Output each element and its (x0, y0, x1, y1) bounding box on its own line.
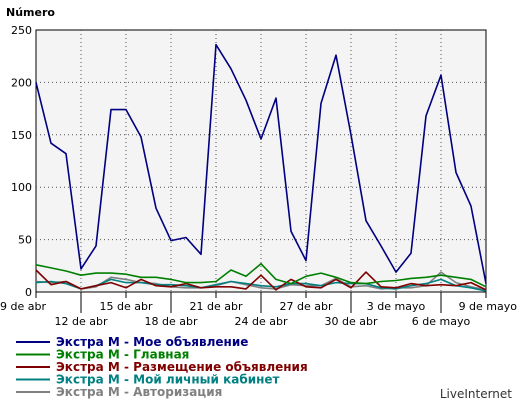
x-tick-label: 12 de abr (55, 315, 108, 328)
y-axis-title: Número (6, 6, 55, 19)
y-axis: 0 50 100 150 200 250 (11, 24, 32, 299)
x-tick-label: 6 de mayo (412, 315, 471, 328)
x-tick-label: 18 de abr (145, 315, 198, 328)
x-tick-label: 21 de abr (190, 300, 243, 313)
brand-label: LiveInternet (440, 387, 512, 401)
y-tick-label: 200 (11, 76, 32, 89)
series-line (35, 43, 487, 284)
x-tick-label: 9 de abr (0, 300, 46, 313)
x-tick-label: 30 de abr (325, 315, 378, 328)
legend-entry: Экстра М - Размещение объявления (56, 360, 308, 374)
y-tick-label: 50 (18, 234, 32, 247)
y-tick-label: 250 (11, 24, 32, 37)
y-tick-label: 100 (11, 181, 32, 194)
series-group (35, 43, 487, 292)
x-tick-label: 9 de mayo (459, 300, 518, 313)
x-tick-label: 3 de mayo (367, 300, 426, 313)
legend-entry: Экстра М - Главная (56, 348, 189, 362)
series-line (35, 262, 487, 288)
x-tick-label: 27 de abr (280, 300, 333, 313)
x-tick-label: 15 de abr (100, 300, 153, 313)
series-line (35, 269, 487, 291)
x-axis: 9 de abr 12 de abr 15 de abr 18 de abr 21 de… (0, 292, 517, 328)
plot-area (35, 29, 487, 293)
y-tick-label: 0 (25, 286, 32, 299)
grid (36, 30, 486, 292)
series-line (35, 278, 487, 292)
y-tick-label: 150 (11, 129, 32, 142)
series-line (35, 271, 487, 291)
legend-entry: Экстра М - Мой личный кабинет (56, 373, 280, 387)
legend-entry: Экстра М - Мое объявление (56, 335, 248, 349)
x-tick-label: 24 de abr (235, 315, 288, 328)
legend-entry: Экстра М - Авторизация (56, 385, 222, 399)
